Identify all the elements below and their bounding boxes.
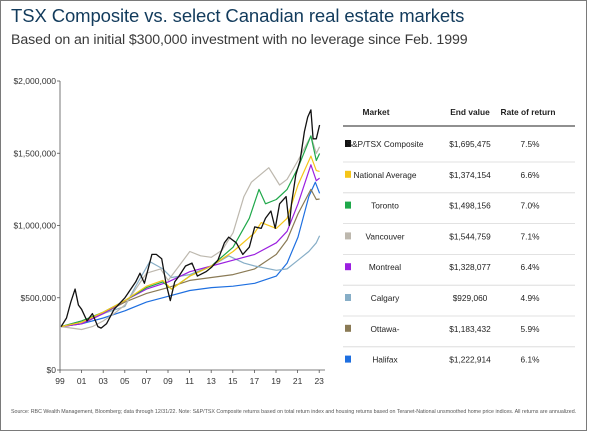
x-axis: 99 01 03 05 07 09 11 13 15 17 19 21 23 bbox=[55, 369, 325, 386]
x-tick-label: 11 bbox=[185, 376, 194, 386]
chart-subtitle: Based on an initial $300,000 investment … bbox=[11, 32, 468, 48]
table-cell-rate: 6.6% bbox=[521, 170, 541, 180]
table-cell-rate: 7.1% bbox=[521, 231, 541, 241]
table-cell-rate: 7.5% bbox=[521, 139, 541, 149]
results-table: Market End value Rate of return S&P/TSX Com… bbox=[343, 107, 575, 365]
x-tick-label: 19 bbox=[271, 376, 281, 386]
table-cell-end-value: $1,544,759 bbox=[449, 231, 491, 241]
table-header-2: Rate of return bbox=[501, 107, 556, 117]
x-tick-label: 09 bbox=[163, 376, 173, 386]
table-cell-market: Halifax bbox=[372, 355, 398, 365]
table-header-0: Market bbox=[363, 107, 390, 117]
table-cell-market: Montreal bbox=[369, 262, 401, 272]
table-cell-rate: 5.9% bbox=[521, 324, 541, 334]
table-cell-end-value: $929,060 bbox=[453, 293, 488, 303]
table-cell-rate: 4.9% bbox=[521, 293, 541, 303]
table-cell-end-value: $1,374,154 bbox=[449, 170, 491, 180]
x-tick-label: 03 bbox=[98, 376, 108, 386]
series-line-montreal bbox=[61, 164, 320, 328]
legend-swatch bbox=[345, 294, 351, 301]
x-tick-label: 15 bbox=[228, 376, 238, 386]
table-cell-end-value: $1,328,077 bbox=[449, 262, 491, 272]
legend-swatch bbox=[345, 140, 351, 147]
table-cell-market: National Average bbox=[353, 170, 416, 180]
table-cell-end-value: $1,695,475 bbox=[449, 139, 491, 149]
series-line-vancouver bbox=[61, 135, 321, 331]
series-line-toronto bbox=[60, 135, 321, 328]
legend-swatch bbox=[345, 170, 351, 178]
legend-swatch bbox=[345, 201, 351, 209]
x-tick-label: 17 bbox=[250, 376, 260, 386]
y-axis: $0 $500,000 $1,000,000 $1,500,000 $2,000,000 bbox=[13, 76, 61, 375]
table-cell-market: Vancouver bbox=[365, 231, 404, 241]
x-tick-label: 23 bbox=[314, 376, 324, 386]
series-line-national-average bbox=[60, 155, 320, 328]
legend-swatch bbox=[345, 263, 351, 271]
y-tick-label: $1,500,000 bbox=[13, 148, 56, 158]
series-line-ottawa bbox=[61, 188, 320, 328]
table-cell-end-value: $1,498,156 bbox=[449, 201, 491, 211]
x-tick-label: 21 bbox=[293, 376, 303, 386]
chart-title: TSX Composite vs. select Canadian real e… bbox=[11, 5, 465, 26]
table-cell-end-value: $1,222,914 bbox=[449, 355, 491, 365]
table-cell-rate: 7.0% bbox=[521, 201, 541, 211]
x-tick-label: 07 bbox=[142, 376, 152, 386]
source-note: Source: RBC Wealth Management, Bloomberg… bbox=[11, 409, 577, 415]
table-header-1: End value bbox=[450, 107, 490, 117]
x-tick-label: 13 bbox=[206, 376, 216, 386]
legend-swatch bbox=[345, 355, 351, 363]
table-cell-market: Calgary bbox=[371, 293, 400, 303]
table-cell-market: Toronto bbox=[371, 201, 399, 211]
x-tick-label: 99 bbox=[55, 376, 65, 386]
x-tick-label: 05 bbox=[120, 376, 130, 386]
series-line-halifax bbox=[61, 181, 321, 328]
series-lines bbox=[60, 109, 321, 331]
legend-swatch bbox=[345, 232, 351, 240]
series-line-s-p-tsx-composite bbox=[60, 109, 321, 329]
table-cell-rate: 6.1% bbox=[521, 355, 541, 365]
table-cell-end-value: $1,183,432 bbox=[449, 324, 491, 334]
table-cell-rate: 6.4% bbox=[521, 262, 541, 272]
y-tick-label: $2,000,000 bbox=[13, 76, 56, 86]
table-cell-market: S&P/TSX Composite bbox=[346, 139, 423, 149]
y-tick-label: $0 bbox=[47, 365, 57, 375]
chart-area: $0 $500,000 $1,000,000 $1,500,000 $2,000,000… bbox=[13, 76, 575, 386]
y-tick-label: $500,000 bbox=[21, 293, 57, 303]
y-tick-label: $1,000,000 bbox=[13, 221, 56, 231]
legend-swatch bbox=[345, 324, 351, 332]
table-cell-market: Ottawa- bbox=[370, 324, 399, 334]
x-tick-label: 01 bbox=[77, 376, 87, 386]
